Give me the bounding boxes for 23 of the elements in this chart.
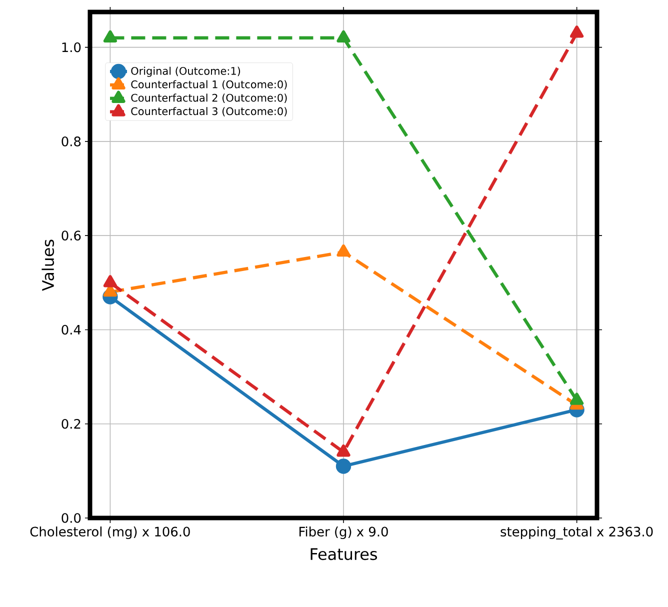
legend-label: Counterfactual 1 (Outcome:0) — [131, 80, 287, 90]
y-tick-label: 0.8 — [62, 136, 81, 146]
y-axis-title: Values — [42, 240, 54, 291]
y-tick-label: 0.6 — [62, 230, 81, 240]
point — [103, 30, 117, 42]
y-tick-label: 1.0 — [62, 42, 81, 52]
x-axis-title: Features — [310, 548, 377, 560]
point — [570, 392, 584, 405]
x-tick-label: stepping_total x 2363.0 — [500, 526, 653, 540]
y-tick-label: 0.0 — [62, 513, 81, 523]
legend-label: Counterfactual 2 (Outcome:0) — [131, 94, 287, 103]
point — [336, 30, 350, 42]
y-tick-label: 0.2 — [62, 418, 80, 429]
legend-label: Original (Outcome:1) — [131, 66, 240, 77]
x-tick-label: Cholesterol (mg) x 106.0 — [30, 526, 190, 540]
point — [336, 244, 350, 257]
legend-label: Counterfactual 3 (Outcome:0) — [131, 107, 287, 116]
point — [103, 275, 117, 288]
x-tick-label: Fiber (g) x 9.0 — [299, 526, 388, 540]
y-tick-label: 0.4 — [62, 324, 81, 335]
point — [336, 458, 352, 474]
point — [336, 444, 350, 457]
point — [570, 26, 584, 38]
